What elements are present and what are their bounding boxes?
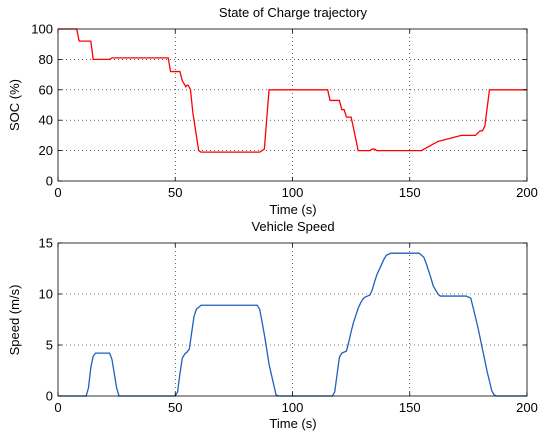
x-tick-label: 100 bbox=[282, 185, 304, 200]
soc-ticks: 0 50 100 150 200 0 20 40 60 80 100 bbox=[31, 22, 538, 201]
y-tick-label: 0 bbox=[46, 389, 53, 404]
soc-y-axis-label: SOC (%) bbox=[7, 79, 22, 131]
y-tick-label: 0 bbox=[46, 174, 53, 189]
speed-panel: Vehicle Speed 0 50 100 150 200 0 5 10 15 Time (s… bbox=[7, 219, 538, 431]
x-tick-label: 150 bbox=[399, 400, 421, 415]
x-tick-label: 200 bbox=[516, 185, 538, 200]
speed-grid bbox=[58, 243, 527, 396]
y-tick-label: 80 bbox=[39, 52, 53, 67]
speed-ticks: 0 50 100 150 200 0 5 10 15 bbox=[39, 236, 538, 416]
speed-chart-title: Vehicle Speed bbox=[251, 219, 334, 234]
x-tick-label: 200 bbox=[516, 400, 538, 415]
soc-series-line bbox=[58, 28, 527, 153]
y-tick-label: 40 bbox=[39, 113, 53, 128]
speed-x-axis-label: Time (s) bbox=[269, 416, 316, 431]
soc-chart-title: State of Charge trajectory bbox=[219, 5, 368, 20]
y-tick-label: 20 bbox=[39, 143, 53, 158]
y-tick-label: 10 bbox=[39, 287, 53, 302]
soc-panel: State of Charge trajectory 0 50 100 150 2000… bbox=[7, 5, 538, 217]
soc-grid bbox=[58, 29, 527, 181]
x-tick-label: 50 bbox=[168, 400, 182, 415]
x-tick-label: 50 bbox=[168, 185, 182, 200]
speed-y-axis-label: Speed (m/s) bbox=[7, 285, 22, 356]
x-tick-label: 0 bbox=[54, 400, 61, 415]
speed-series-line bbox=[58, 252, 527, 397]
y-tick-label: 15 bbox=[39, 236, 53, 251]
soc-x-axis-label: Time (s) bbox=[269, 202, 316, 217]
y-tick-label: 5 bbox=[46, 338, 53, 353]
y-tick-label: 60 bbox=[39, 82, 53, 97]
x-tick-label: 150 bbox=[399, 185, 421, 200]
y-tick-label: 100 bbox=[31, 22, 53, 37]
x-tick-label: 0 bbox=[54, 185, 61, 200]
x-tick-label: 100 bbox=[282, 400, 304, 415]
